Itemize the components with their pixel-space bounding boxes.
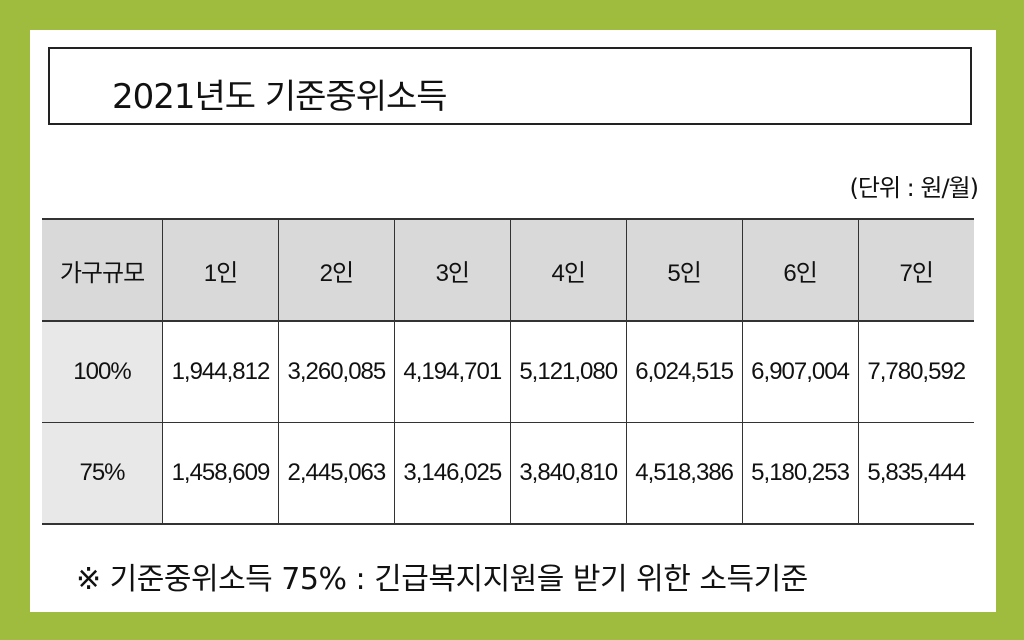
table-cell: 3,260,085 bbox=[277, 321, 395, 423]
header-4-person: 4인 bbox=[509, 218, 627, 322]
table-cell: 3,146,025 bbox=[393, 422, 511, 525]
header-2-person: 2인 bbox=[277, 218, 395, 322]
unit-note: (단위 : 원/월) bbox=[849, 174, 979, 202]
table-cell: 3,840,810 bbox=[509, 422, 627, 525]
table-cell: 7,780,592 bbox=[857, 321, 974, 423]
table-cell: 1,458,609 bbox=[162, 422, 279, 525]
title-box: 2021년도 기준중위소득 bbox=[48, 47, 972, 125]
table-cell: 2,445,063 bbox=[277, 422, 395, 525]
page-title: 2021년도 기준중위소득 bbox=[112, 77, 448, 117]
header-6-person: 6인 bbox=[741, 218, 859, 322]
table-cell: 6,024,515 bbox=[625, 321, 743, 423]
header-3-person: 3인 bbox=[393, 218, 511, 322]
table-cell: 5,121,080 bbox=[509, 321, 627, 423]
header-1-person: 1인 bbox=[162, 218, 279, 322]
footnote: ※ 기준중위소득 75% : 긴급복지지원을 받기 위한 소득기준 bbox=[76, 562, 808, 597]
header-household-size: 가구규모 bbox=[42, 218, 163, 322]
table-cell: 4,194,701 bbox=[393, 321, 511, 423]
row-label: 75% bbox=[42, 422, 163, 525]
table-header-row: 가구규모 1인 2인 3인 4인 5인 6인 7인 bbox=[42, 218, 974, 322]
table-cell: 6,907,004 bbox=[741, 321, 859, 423]
table-cell: 5,835,444 bbox=[857, 422, 974, 525]
document-panel: 2021년도 기준중위소득 (단위 : 원/월) 가구규모 1인 2인 3인 4… bbox=[30, 30, 996, 612]
table-cell: 4,518,386 bbox=[625, 422, 743, 525]
table-row: 75% 1,458,609 2,445,063 3,146,025 3,840,… bbox=[42, 422, 974, 525]
table-cell: 1,944,812 bbox=[162, 321, 279, 423]
income-table: 가구규모 1인 2인 3인 4인 5인 6인 7인 100% 1,944,812… bbox=[42, 218, 974, 525]
table-row: 100% 1,944,812 3,260,085 4,194,701 5,121… bbox=[42, 321, 974, 423]
header-7-person: 7인 bbox=[857, 218, 974, 322]
table-cell: 5,180,253 bbox=[741, 422, 859, 525]
row-label: 100% bbox=[42, 321, 163, 423]
header-5-person: 5인 bbox=[625, 218, 743, 322]
